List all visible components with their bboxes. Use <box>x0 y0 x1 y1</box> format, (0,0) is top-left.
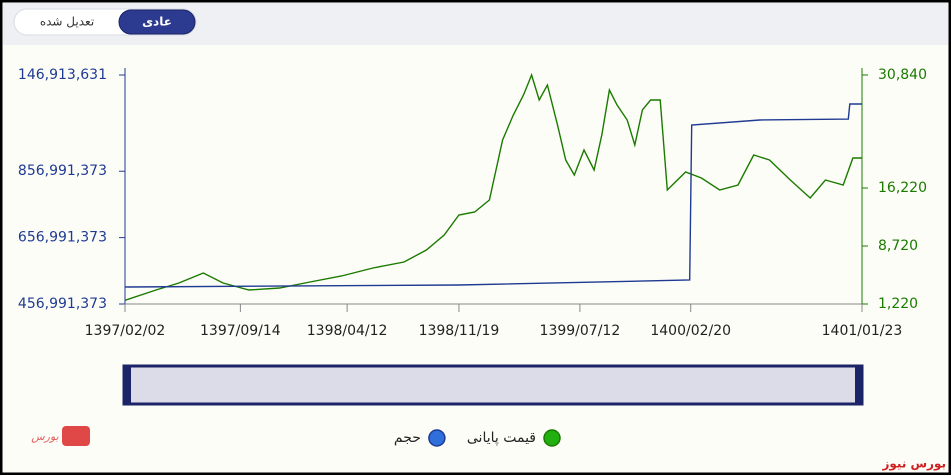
series-line <box>124 72 862 301</box>
y2-tick-label: 30,840 <box>878 67 927 83</box>
y-tick-label: 656,991,373 <box>18 230 107 246</box>
logo: بورس <box>31 426 90 446</box>
legend-label: حجم <box>394 430 421 446</box>
y2-tick-label: 16,220 <box>878 180 927 196</box>
navigator-handle[interactable] <box>124 366 131 404</box>
legend-marker <box>428 429 446 447</box>
watermark: بورس نیوز <box>881 457 946 472</box>
y-tick-label: 456,991,373 <box>18 296 107 312</box>
x-tick-label: 1398/11/19 <box>419 323 500 339</box>
x-tick-label: 1399/07/12 <box>540 323 621 339</box>
series-line <box>124 103 862 288</box>
navigator-handle[interactable] <box>855 366 862 404</box>
y2-tick-label: 1,220 <box>878 296 918 312</box>
x-tick-label: 1400/02/20 <box>650 323 731 339</box>
toggle-option[interactable]: عادی <box>142 15 172 29</box>
navigator[interactable] <box>122 364 864 406</box>
x-tick-label: 1397/02/02 <box>85 323 166 339</box>
toggle-option[interactable]: تعدیل شده <box>40 15 94 29</box>
y-tick-label: 856,991,373 <box>18 163 107 179</box>
x-tick-label: 1397/09/14 <box>200 323 281 339</box>
y-tick-label: 146,913,631 <box>18 67 107 83</box>
legend-marker <box>543 429 561 447</box>
toggle-active[interactable] <box>118 9 196 35</box>
x-tick-label: 1398/04/12 <box>307 323 388 339</box>
logo-text: بورس <box>31 430 58 443</box>
x-tick-label: 1401/01/23 <box>822 323 903 339</box>
y2-tick-label: 8,720 <box>878 238 918 254</box>
legend-label: قیمت پایانی <box>467 430 536 446</box>
